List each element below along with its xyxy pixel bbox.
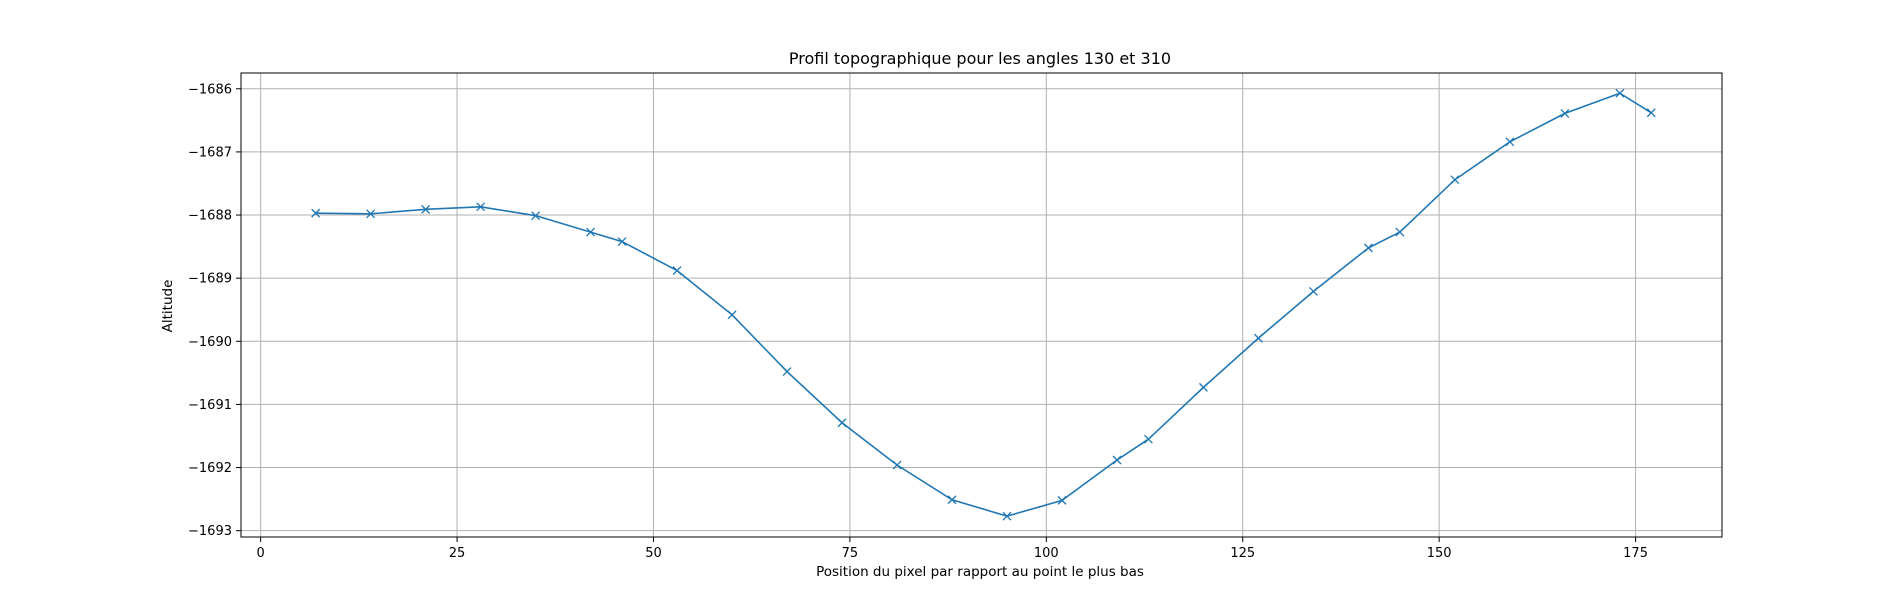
x-tick-label: 25 <box>449 546 466 561</box>
data-point-marker <box>1395 227 1405 237</box>
y-tick-label: −1691 <box>188 398 232 413</box>
x-tick-label: 100 <box>1034 546 1059 561</box>
x-tick-label: 175 <box>1623 546 1648 561</box>
data-point-marker <box>1057 495 1067 505</box>
series-line <box>315 92 1652 518</box>
data-point-marker <box>366 209 376 219</box>
x-tick-label: 150 <box>1427 546 1452 561</box>
data-point-marker <box>1450 175 1460 185</box>
data-point-marker <box>1363 243 1373 253</box>
y-tick-label: −1690 <box>188 335 232 350</box>
data-point-marker <box>476 202 486 212</box>
x-tick-label: 75 <box>842 546 859 561</box>
data-point-marker <box>1560 108 1570 118</box>
x-tick-label: 0 <box>257 546 265 561</box>
y-tick-label: −1693 <box>188 524 232 539</box>
data-point-marker <box>421 204 431 214</box>
data-point-marker <box>782 367 792 377</box>
y-tick-label: −1688 <box>188 209 232 224</box>
data-point-marker <box>892 460 902 470</box>
data-point-marker <box>1112 455 1122 465</box>
data-point-marker <box>837 418 847 428</box>
y-tick-label: −1689 <box>188 272 232 287</box>
x-tick-label: 125 <box>1230 546 1255 561</box>
data-point-marker <box>1615 88 1625 98</box>
y-tick-label: −1692 <box>188 461 232 476</box>
data-point-marker <box>1002 511 1012 521</box>
x-axis: 0 25 50 75 100 125 150 175 <box>257 537 1648 561</box>
data-point-marker <box>1646 108 1656 118</box>
x-axis-label: Position du pixel par rapport au point l… <box>816 564 1144 580</box>
plot-frame <box>240 72 1723 538</box>
data-point-marker <box>531 211 541 221</box>
data-point-marker <box>1144 434 1153 444</box>
data-point-marker <box>586 227 596 237</box>
grid <box>241 73 1722 537</box>
y-axis-label: Altitude <box>160 280 176 333</box>
data-point-marker <box>617 237 627 247</box>
data-point-marker <box>727 310 737 320</box>
chart-title: Profil topographique pour les angles 130… <box>789 49 1171 68</box>
data-point-marker <box>1253 333 1263 343</box>
y-tick-label: −1687 <box>188 145 232 160</box>
data-point-marker <box>1308 286 1318 296</box>
y-tick-label: −1686 <box>188 82 232 97</box>
y-axis: −1693 −1692 −1691 −1690 −1689 −1688 −1687 −1686 <box>188 82 241 539</box>
x-tick-label: 50 <box>645 546 662 561</box>
series <box>311 88 1656 521</box>
data-point-marker <box>672 266 682 276</box>
data-point-marker <box>1198 382 1208 392</box>
data-point-marker <box>1505 137 1515 147</box>
data-point-marker <box>311 208 321 218</box>
data-point-marker <box>947 495 957 505</box>
